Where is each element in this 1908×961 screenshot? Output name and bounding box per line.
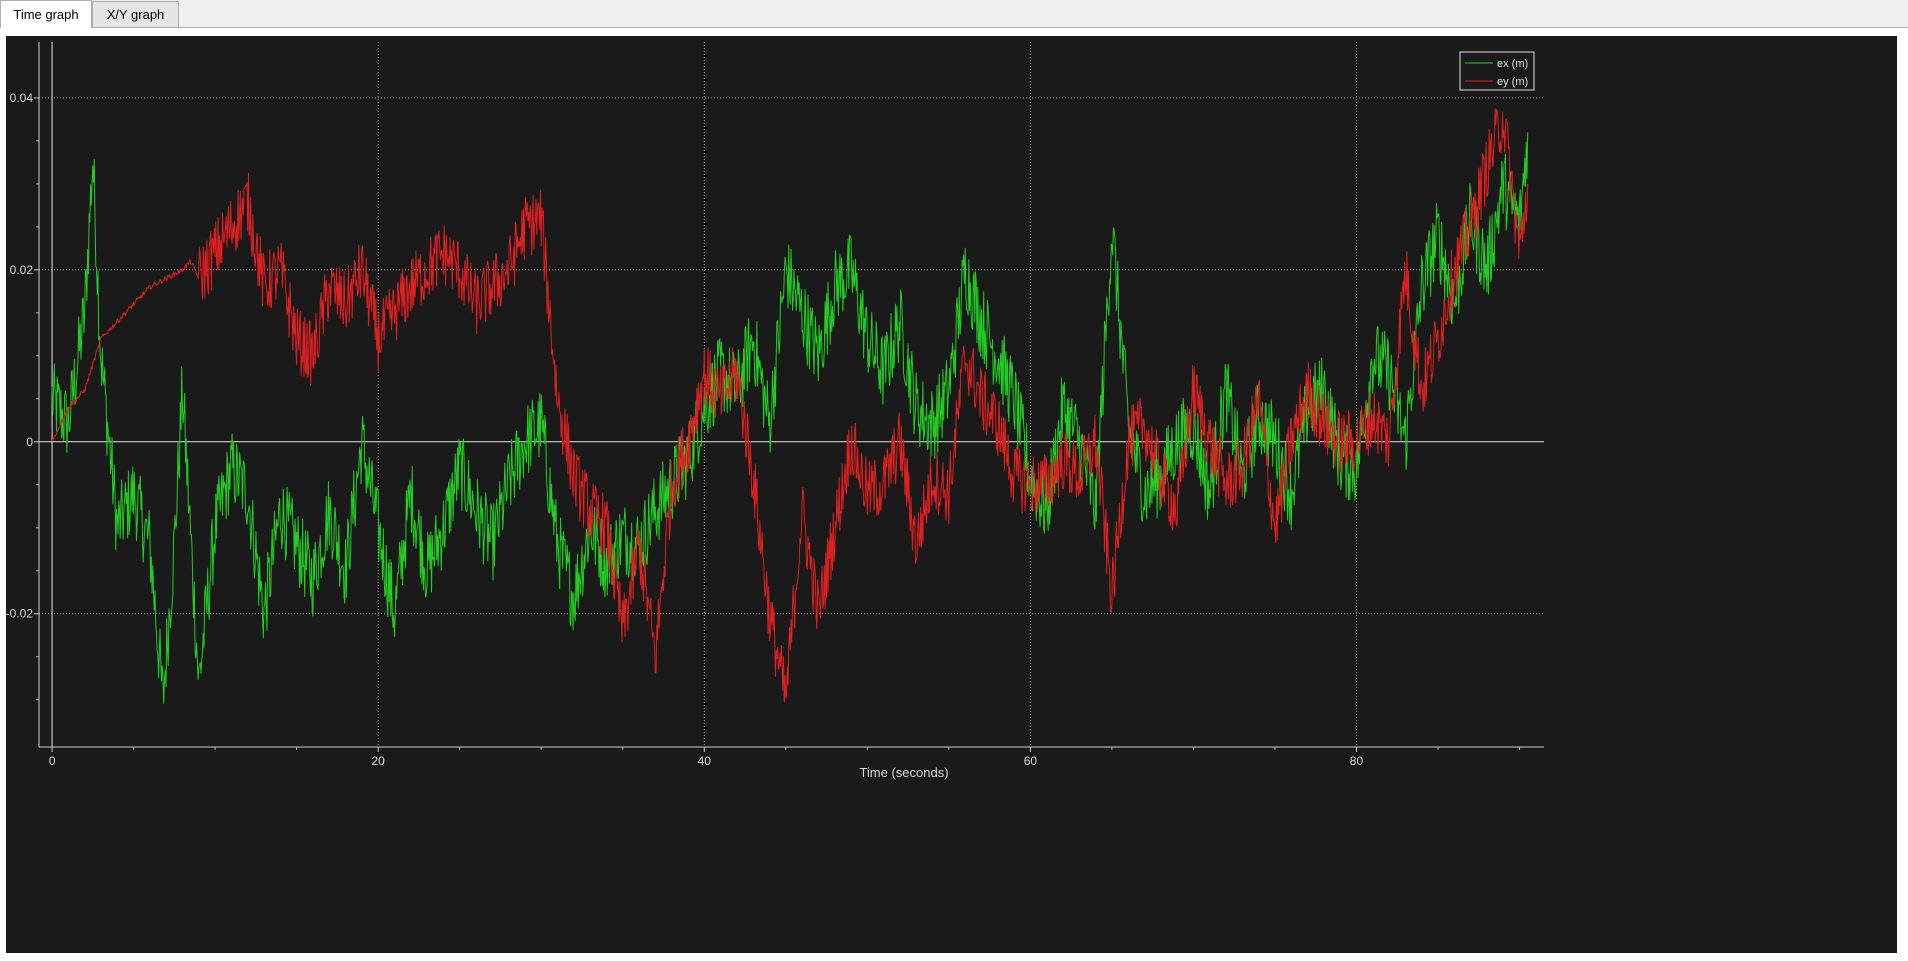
tab-time-graph[interactable]: Time graph [0,0,92,28]
y-tick-label: 0.04 [10,91,34,105]
x-axis-label: Time (seconds) [859,765,948,780]
x-tick-label: 80 [1350,754,1364,768]
time-graph-chart[interactable]: 0 20 40 60 80 0.04 0.02 0 -0.02 ex (m) ey (m) Tim… [6,36,1897,953]
legend-label-ex: ex (m) [1497,58,1528,70]
legend-box [1459,51,1535,91]
y-tick-label: 0.02 [10,263,34,277]
y-tick-label: -0.02 [6,607,33,621]
tab-bar: Time graph X/Y graph [0,0,1908,28]
plot-area[interactable]: 0 20 40 60 80 0.04 0.02 0 -0.02 ex (m) ey (m) Tim… [6,36,1897,953]
series-lines [51,108,1529,704]
x-tick-label: 20 [371,754,385,768]
x-tick-label: 60 [1024,754,1038,768]
legend-label-ey: ey (m) [1497,76,1528,88]
x-tick-label: 0 [49,754,56,768]
y-tick-label: 0 [26,435,33,449]
series-ey-line [51,108,1529,703]
legend: ex (m) ey (m) [1459,51,1535,91]
tab-xy-graph[interactable]: X/Y graph [92,1,179,27]
series-ex-line [51,132,1529,704]
x-tick-label: 40 [698,754,712,768]
